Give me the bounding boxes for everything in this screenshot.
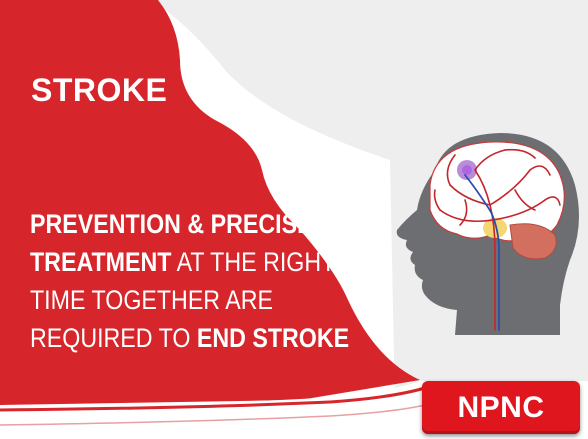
message-line-2-bold: TREATMENT [30,247,172,277]
npnc-badge: NPNC [422,381,580,434]
cerebellum [509,223,557,260]
message-line-4: REQUIRED TO END STROKE [30,319,349,357]
message-line-1-bold: PREVENTION & PRECISE [30,209,313,239]
message-line-2-rest: AT THE RIGHT [171,247,336,277]
message-line-1: PREVENTION & PRECISE [30,205,322,243]
message-line-2: TREATMENT AT THE RIGHT [30,243,335,281]
gland [483,218,507,238]
veins [464,174,500,331]
page-title: STROKE [31,72,168,108]
campaign-message: PREVENTION & PRECISE TREATMENT AT THE RI… [30,205,349,357]
red-panel [0,0,420,405]
message-line-4-bold: END STROKE [196,323,350,353]
message-line-3: TIME TOGETHER ARE [30,285,274,315]
message-line-4-text: REQUIRED TO [30,323,197,353]
arteries [433,148,561,331]
human-head-brain-vessels-icon [396,133,579,335]
